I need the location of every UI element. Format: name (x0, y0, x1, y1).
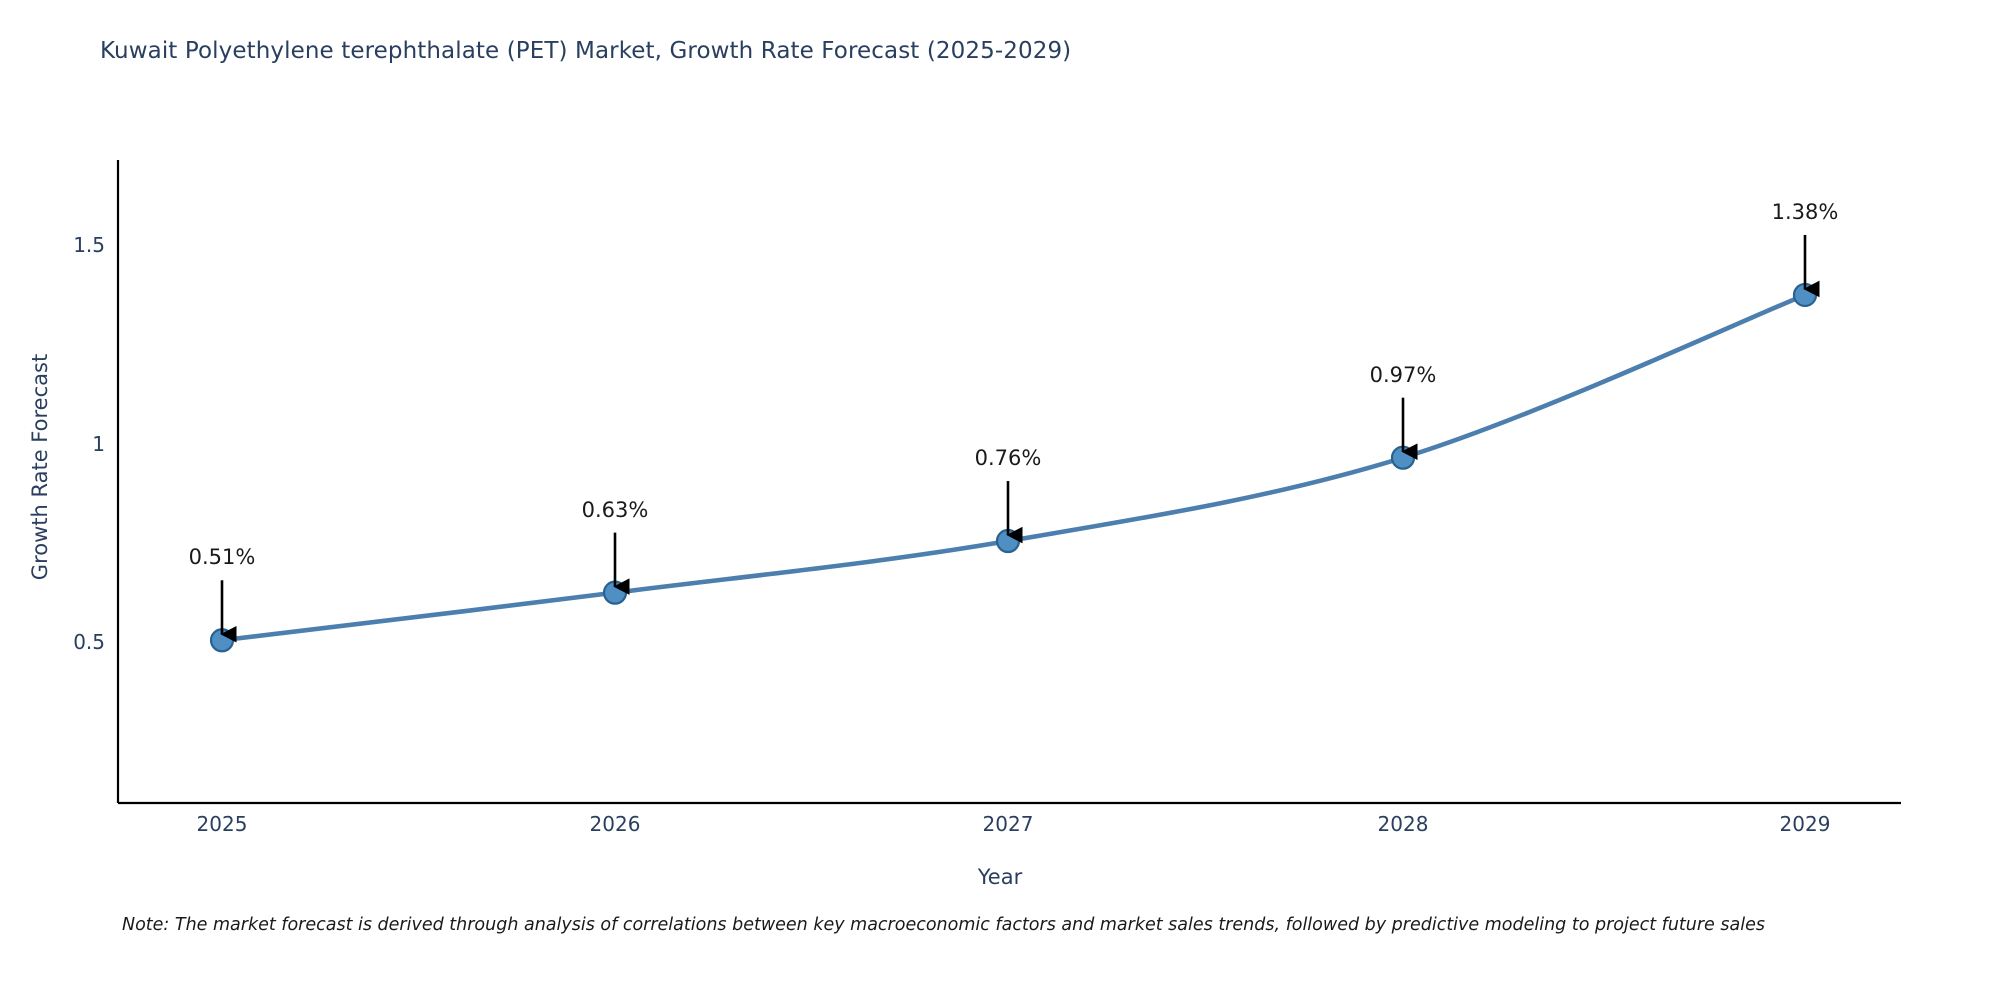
data-point-label: 1.38% (1771, 199, 1839, 224)
data-point-label: 0.63% (581, 497, 649, 522)
x-axis-title: Year (977, 865, 1023, 889)
y-tick-label: 1.5 (73, 233, 105, 258)
y-tick-label: 1 (92, 431, 105, 456)
data-point-label: 0.76% (974, 446, 1042, 471)
data-point-label: 0.97% (1369, 362, 1437, 387)
page-title: Kuwait Polyethylene terephthalate (PET) … (100, 38, 1072, 64)
x-tick-label: 2029 (1779, 812, 1831, 836)
x-tick-label: 2025 (196, 812, 248, 836)
x-tick-label: 2027 (982, 812, 1034, 836)
x-tick-label: 2028 (1377, 812, 1429, 836)
y-tick-label: 0.5 (73, 630, 105, 655)
x-tick-label: 2026 (589, 812, 641, 836)
data-point-label: 0.51% (188, 545, 256, 570)
annotation-arrows (220, 234, 1820, 643)
footnote: Note: The market forecast is derived thr… (122, 915, 1765, 935)
